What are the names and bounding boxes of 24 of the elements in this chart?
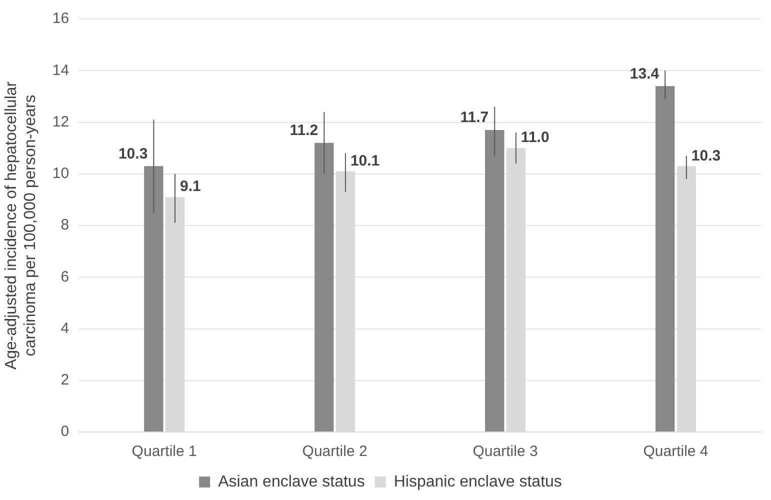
y-axis-title: Age-adjusted incidence of hepatocellular carcinoma per 100,000 person-years bbox=[3, 80, 40, 370]
data-label: 10.3 bbox=[118, 145, 148, 162]
data-label: 11.0 bbox=[520, 129, 550, 146]
y-tick-label: 8 bbox=[60, 216, 70, 234]
data-label: 13.4 bbox=[630, 65, 660, 82]
data-label: 10.1 bbox=[350, 152, 380, 170]
x-tick-label: Quartile 2 bbox=[302, 443, 368, 460]
legend-label: Asian enclave status bbox=[218, 473, 365, 490]
data-label: 10.3 bbox=[691, 147, 721, 164]
y-tick-label: 14 bbox=[52, 62, 70, 79]
data-label: 11.7 bbox=[460, 109, 489, 126]
data-label: 11.2 bbox=[290, 122, 318, 140]
x-tick-label: Quartile 1 bbox=[132, 443, 197, 460]
y-tick-label: 4 bbox=[60, 320, 70, 337]
y-tick-label: 12 bbox=[52, 113, 70, 130]
legend-label: Hispanic enclave status bbox=[394, 473, 562, 490]
x-tick-label: Quartile 3 bbox=[472, 443, 538, 460]
y-tick-label: 10 bbox=[52, 165, 70, 182]
y-tick-label: 6 bbox=[60, 268, 70, 286]
y-tick-label: 2 bbox=[60, 372, 70, 389]
x-tick-label: Quartile 4 bbox=[643, 443, 708, 460]
y-tick-label: 0 bbox=[60, 423, 70, 440]
y-tick-label: 16 bbox=[52, 10, 70, 28]
data-label: 9.1 bbox=[180, 178, 201, 196]
